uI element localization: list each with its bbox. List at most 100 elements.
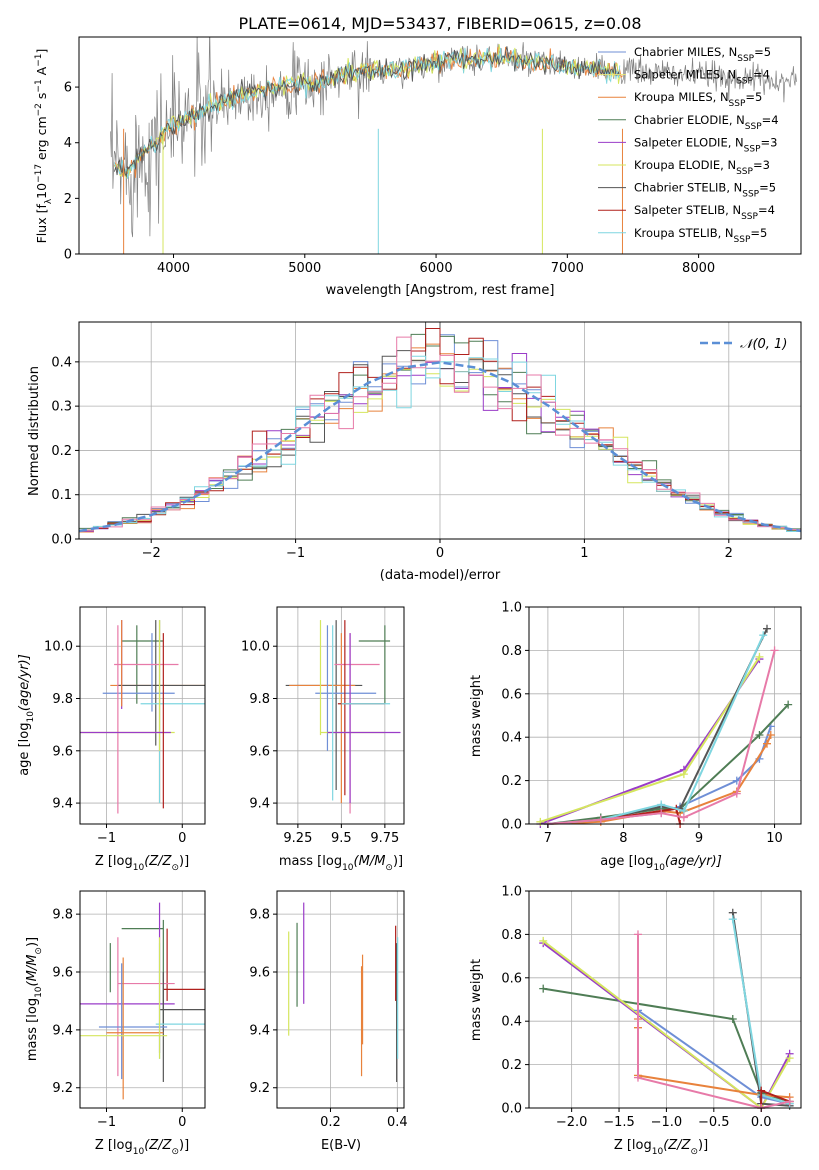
figure-title: PLATE=0614, MJD=53437, FIBERID=0615, z=0… (238, 14, 641, 33)
x-tick-label: −0.5 (698, 1115, 730, 1130)
legend-entry-part: Kroupa STELIB, N (634, 226, 734, 240)
x-tick-label: −1 (286, 546, 305, 561)
y-tick-label: 0.0 (51, 533, 72, 548)
legend-entry: Kroupa MILES, NSSP=5 (634, 90, 762, 109)
legend-entry-part: SSP (744, 144, 761, 154)
x-tick-label: −2 (142, 546, 161, 561)
x-axis-label-part: )] (179, 854, 189, 869)
y-axis-label-part: ⊙ (34, 947, 44, 955)
y-tick-label: 9.8 (52, 692, 73, 707)
y-axis-label-part: s (34, 93, 49, 104)
y-tick-label: 0.2 (501, 774, 522, 789)
x-tick-label: −1.0 (651, 1115, 683, 1130)
legend-entry: Chabrier ELODIE, NSSP=4 (634, 113, 779, 132)
x-tick-label: −1 (97, 1115, 116, 1130)
legend-entry-part: SSP (745, 122, 762, 132)
weight-marker (633, 1073, 642, 1082)
legend-entry-part: Salpeter MILES, N (634, 68, 736, 82)
x-axis-label-part: Z [log (95, 854, 133, 869)
y-tick-label: 0.4 (501, 731, 522, 746)
spectrum-panel: 4000 5000 6000 7000 8000 0 2 4 6 wavelength [Angs… (34, 36, 802, 298)
y-tick-label: 0.0 (501, 818, 522, 833)
weight-marker (728, 915, 737, 924)
y-axis-label-part: )] (25, 937, 40, 947)
y-axis-label-part: A (34, 66, 49, 79)
legend-entry-part: =4 (753, 68, 770, 82)
x-tick-label: −1.5 (603, 1115, 635, 1130)
x-tick-label: 0 (436, 546, 444, 561)
axes-frame (528, 606, 802, 825)
y-axis-label-part: −17 (34, 164, 44, 183)
axes-frame (79, 606, 206, 825)
legend-entry: Chabrier MILES, NSSP=5 (634, 45, 771, 64)
x-axis-label-part: ⊙ (690, 1147, 698, 1157)
model-spectrum (113, 47, 621, 179)
legend-entry-part: Salpeter ELODIE, N (634, 135, 744, 149)
x-tick-label: 0.2 (320, 1115, 341, 1130)
legend-entry-part: Salpeter STELIB, N (634, 203, 741, 217)
mass-vs-metallicity-panel: −1 09.29.49.69.8Z [log10(Z/Z⊙)]mass [log1… (25, 890, 206, 1157)
y-tick-label: 9.8 (249, 692, 270, 707)
legend-entry-part: Kroupa MILES, N (634, 90, 729, 104)
legend-entry: Kroupa ELODIE, NSSP=3 (634, 158, 770, 177)
y-tick-label: 0.6 (501, 687, 522, 702)
weight-vs-metallicity-panel: −2.0 −1.5 −1.0 −0.5 0.0 0.0 0.2 0.4 0.6 0.8 1.0 Z [… (469, 885, 802, 1157)
legend-entry: Salpeter ELODIE, NSSP=3 (634, 135, 777, 154)
gaussian-curve (79, 361, 801, 533)
axes-frame (79, 890, 206, 1109)
x-tick-label: 9 (695, 831, 703, 846)
y-axis-label-part: (M/M (25, 955, 40, 987)
legend-entry: Salpeter STELIB, NSSP=4 (634, 203, 775, 222)
legend-entry: Salpeter MILES, NSSP=4 (634, 68, 770, 87)
y-axis-label-part: ] (34, 49, 49, 54)
x-axis-label-part: Z [log (614, 1138, 652, 1153)
x-axis-label: Z [log10(Z/Z⊙)] (95, 1138, 189, 1157)
y-axis-label: age [log10(age/yr)] (17, 654, 36, 776)
x-axis-label-part: 10 (652, 1147, 664, 1157)
legend-entry-part: Chabrier ELODIE, N (634, 113, 745, 127)
y-axis-label-part: −1 (34, 79, 44, 92)
y-tick-label: 0.6 (501, 971, 522, 986)
y-tick-label: 0.8 (501, 928, 522, 943)
y-tick-label: 0.3 (51, 400, 72, 415)
y-tick-label: 9.4 (249, 1023, 270, 1038)
y-axis-label-part: erg cm (34, 116, 49, 164)
y-tick-label: 1.0 (501, 601, 522, 616)
x-axis-label-part: 10 (133, 863, 145, 873)
weight-marker (763, 739, 771, 748)
legend-entry-part: =3 (753, 158, 770, 172)
legend-entry-part: Chabrier MILES, N (634, 45, 737, 59)
x-axis-label-part: 10 (133, 1147, 145, 1157)
y-axis-label: mass weight (469, 959, 484, 1041)
y-tick-label: 0.0 (501, 1102, 522, 1117)
x-axis-label-part: ⊙ (171, 863, 179, 873)
y-axis-label-part: age [log (17, 723, 32, 776)
legend-entry-part: =4 (762, 113, 779, 127)
legend-entry-part: SSP (741, 212, 758, 222)
y-tick-label: 0.2 (51, 444, 72, 459)
y-tick-label: 9.6 (249, 966, 270, 981)
x-tick-label: 8000 (682, 261, 715, 276)
x-tick-label: −1 (97, 831, 116, 846)
weight-marker (785, 1097, 794, 1106)
legend-entry: Chabrier STELIB, NSSP=5 (634, 181, 776, 200)
y-axis-label-part: −2 (34, 103, 44, 116)
legend-entry-part: Chabrier STELIB, N (634, 181, 742, 195)
legend-entry-part: Kroupa ELODIE, N (634, 158, 736, 172)
x-tick-label: 7000 (551, 261, 584, 276)
x-tick-label: 10 (766, 831, 783, 846)
y-tick-label: 0.1 (51, 488, 72, 503)
x-axis-label: mass [log10(M/M⊙)] (279, 854, 403, 873)
age-vs-mass-panel: 9.25 9.5 9.75 9.4 9.6 9.8 10.0 mass [log10(M/M⊙… (241, 606, 405, 873)
weight-marker (785, 1054, 794, 1063)
weight-marker (728, 1015, 737, 1024)
y-axis-label: Flux [fλ10−17 erg cm−2 s−1 A−1] (34, 49, 54, 244)
x-axis-label-part: 10 (342, 863, 354, 873)
weight-marker (539, 936, 548, 945)
mass-vs-extinction-panel: 0.2 0.4 9.2 9.4 9.6 9.8 E(B-V) (249, 890, 408, 1153)
y-axis-label-part: λ (44, 198, 54, 204)
y-tick-label: 9.8 (249, 908, 270, 923)
